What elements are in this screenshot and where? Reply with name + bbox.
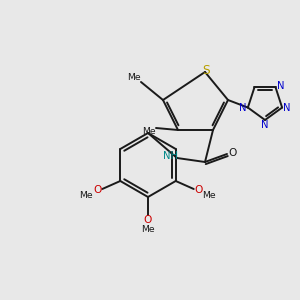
Text: N: N [277, 81, 284, 92]
Text: O: O [144, 215, 152, 225]
Text: Me: Me [202, 190, 215, 200]
Text: Me: Me [80, 190, 93, 200]
Text: N: N [261, 120, 269, 130]
Text: Me: Me [141, 226, 155, 235]
Text: Me: Me [127, 73, 141, 82]
Text: S: S [202, 64, 210, 77]
Text: O: O [93, 185, 101, 195]
Text: N: N [239, 103, 247, 112]
Text: NH: NH [163, 151, 178, 161]
Text: Me: Me [142, 127, 156, 136]
Text: O: O [229, 148, 237, 158]
Text: O: O [194, 185, 203, 195]
Text: N: N [284, 103, 291, 112]
